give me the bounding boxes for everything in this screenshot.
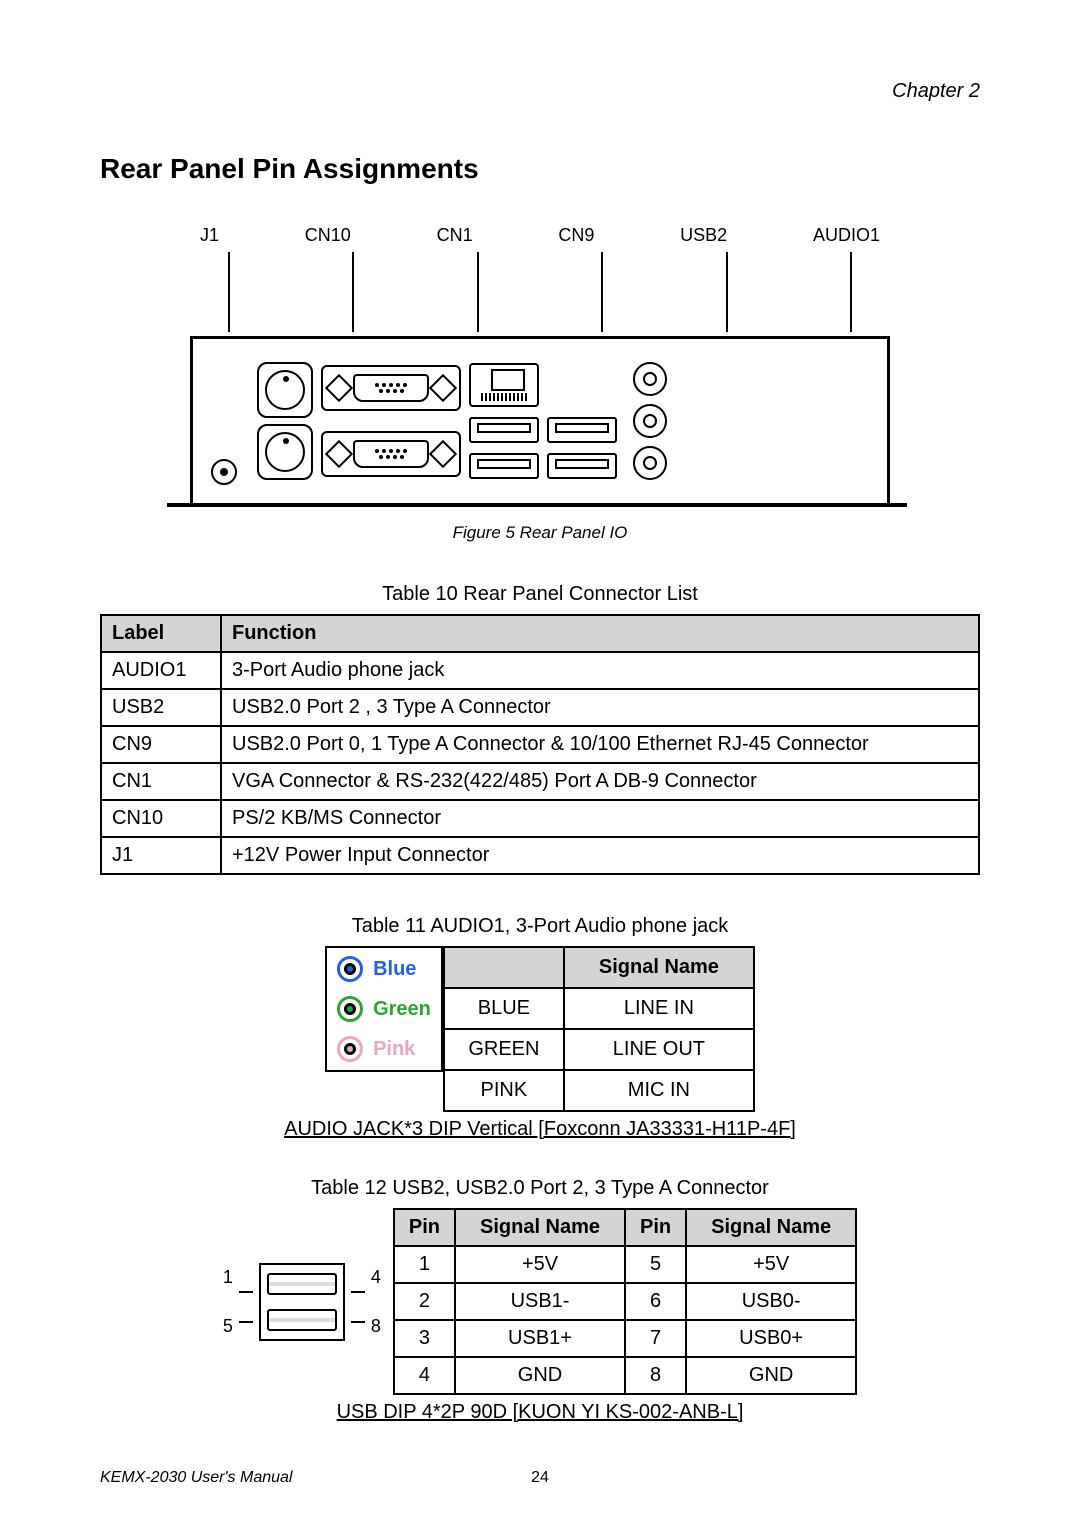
- section-title: Rear Panel Pin Assignments: [100, 153, 980, 185]
- disc-icon: [337, 956, 363, 982]
- table-caption: Table 11 AUDIO1, 3-Port Audio phone jack: [100, 915, 980, 938]
- cell: USB2: [101, 689, 221, 726]
- diagram-label: CN1: [437, 225, 473, 246]
- rj45-icon: [469, 363, 539, 407]
- cell: 4: [394, 1357, 455, 1394]
- legend-row: Blue: [337, 956, 431, 982]
- cell: +12V Power Input Connector: [221, 837, 979, 874]
- legend-row: Pink: [337, 1036, 431, 1062]
- cell: J1: [101, 837, 221, 874]
- audio-jack-icon: [633, 446, 667, 480]
- col-header: Label: [101, 615, 221, 652]
- connector-table: Label Function AUDIO13-Port Audio phone …: [100, 614, 980, 875]
- diagram-label: AUDIO1: [813, 225, 880, 246]
- col-header: Pin: [625, 1209, 686, 1246]
- pin-label: 1: [223, 1267, 233, 1288]
- cell: GND: [686, 1357, 856, 1394]
- usb-a-icon: [547, 417, 617, 443]
- table-caption: Table 10 Rear Panel Connector List: [100, 583, 980, 606]
- col-header: Function: [221, 615, 979, 652]
- usb-a-icon: [547, 453, 617, 479]
- audio-jack-icon: [633, 404, 667, 438]
- cell: 3: [394, 1320, 455, 1357]
- disc-icon: [337, 1036, 363, 1062]
- usb-diagram: 1 5 4 8: [223, 1263, 381, 1341]
- diagram-label: CN10: [305, 225, 351, 246]
- audio-block: Blue Green Pink Signal Name BLUELINE IN …: [100, 946, 980, 1112]
- audio-jack-icon: [633, 362, 667, 396]
- usb-port-icon: [267, 1273, 337, 1295]
- cell: PS/2 KB/MS Connector: [221, 800, 979, 837]
- cell: AUDIO1: [101, 652, 221, 689]
- usb-a-icon: [469, 417, 539, 443]
- cell: LINE OUT: [564, 1029, 754, 1070]
- page-number: 24: [531, 1469, 549, 1487]
- cell: GND: [455, 1357, 625, 1394]
- cell: USB1+: [455, 1320, 625, 1357]
- part-note: USB DIP 4*2P 90D [KUON YI KS-002-ANB-L]: [100, 1401, 980, 1424]
- page-footer: KEMX-2030 User's Manual 24: [100, 1469, 980, 1487]
- cell: 1: [394, 1246, 455, 1283]
- audio-legend: Blue Green Pink: [325, 946, 443, 1072]
- cell: 8: [625, 1357, 686, 1394]
- chapter-header: Chapter 2: [100, 80, 980, 103]
- cell: PINK: [444, 1070, 564, 1111]
- cell: VGA Connector & RS-232(422/485) Port A D…: [221, 763, 979, 800]
- part-note: AUDIO JACK*3 DIP Vertical [Foxconn JA333…: [100, 1118, 980, 1141]
- col-header: [444, 947, 564, 988]
- cell: USB0+: [686, 1320, 856, 1357]
- cell: +5V: [686, 1246, 856, 1283]
- usb-a-icon: [469, 453, 539, 479]
- legend-label: Blue: [373, 958, 416, 981]
- cell: USB0-: [686, 1283, 856, 1320]
- manual-name: KEMX-2030 User's Manual: [100, 1469, 292, 1487]
- col-header: Signal Name: [455, 1209, 625, 1246]
- col-header: Signal Name: [686, 1209, 856, 1246]
- pin-label: 8: [371, 1316, 381, 1337]
- cell: CN9: [101, 726, 221, 763]
- dsub-icon: [321, 365, 461, 411]
- ps2-icon: [257, 424, 313, 480]
- cell: MIC IN: [564, 1070, 754, 1111]
- cell: 5: [625, 1246, 686, 1283]
- cell: CN1: [101, 763, 221, 800]
- pin-label: 5: [223, 1316, 233, 1337]
- disc-icon: [337, 996, 363, 1022]
- cell: GREEN: [444, 1029, 564, 1070]
- legend-label: Pink: [373, 1038, 415, 1061]
- legend-label: Green: [373, 998, 431, 1021]
- cell: +5V: [455, 1246, 625, 1283]
- cell: 6: [625, 1283, 686, 1320]
- col-header: Signal Name: [564, 947, 754, 988]
- cell: LINE IN: [564, 988, 754, 1029]
- cell: USB2.0 Port 0, 1 Type A Connector & 10/1…: [221, 726, 979, 763]
- legend-row: Green: [337, 996, 431, 1022]
- cell: 2: [394, 1283, 455, 1320]
- pin-label: 4: [371, 1267, 381, 1288]
- rear-panel-diagram: J1 CN10 CN1 CN9 USB2 AUDIO1: [190, 225, 890, 507]
- cell: CN10: [101, 800, 221, 837]
- usb-port-icon: [267, 1309, 337, 1331]
- ps2-icon: [257, 362, 313, 418]
- table-caption: Table 12 USB2, USB2.0 Port 2, 3 Type A C…: [100, 1177, 980, 1200]
- usb-block: 1 5 4 8 Pin Signal Name Pin Signal Name …: [100, 1208, 980, 1395]
- panel-box: [190, 336, 890, 506]
- cell: BLUE: [444, 988, 564, 1029]
- diagram-label: CN9: [558, 225, 594, 246]
- col-header: Pin: [394, 1209, 455, 1246]
- cell: 7: [625, 1320, 686, 1357]
- usb-table: Pin Signal Name Pin Signal Name 1+5V5+5V…: [393, 1208, 857, 1395]
- cell: 3-Port Audio phone jack: [221, 652, 979, 689]
- diagram-label: J1: [200, 225, 219, 246]
- figure-caption: Figure 5 Rear Panel IO: [100, 523, 980, 543]
- cell: USB2.0 Port 2 , 3 Type A Connector: [221, 689, 979, 726]
- audio-table: Signal Name BLUELINE IN GREENLINE OUT PI…: [443, 946, 755, 1112]
- diagram-label: USB2: [680, 225, 727, 246]
- power-jack-icon: [199, 447, 249, 497]
- cell: USB1-: [455, 1283, 625, 1320]
- dsub-icon: [321, 431, 461, 477]
